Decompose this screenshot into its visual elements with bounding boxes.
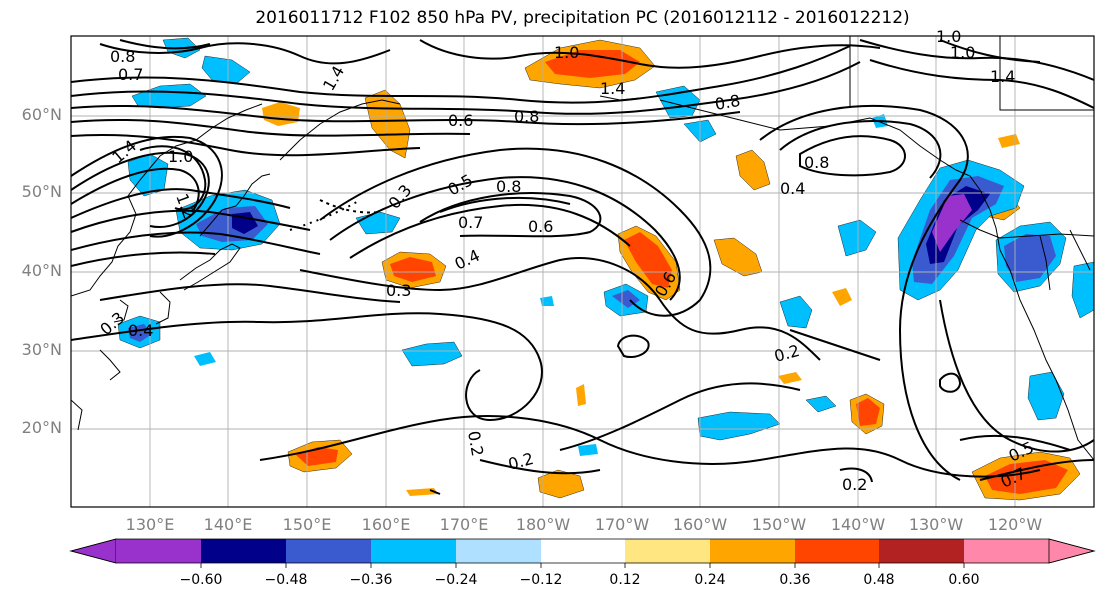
contour-label: 0.8 [110, 47, 135, 66]
colorbar-bin [201, 539, 286, 563]
contour-label: 0.3 [386, 281, 411, 300]
lat-label: 50°N [21, 182, 62, 201]
lon-label: 130°E [125, 515, 175, 534]
colorbar-tick-label: 0.48 [863, 572, 895, 588]
contour-label: 1.0 [168, 147, 193, 166]
contour-label: 0.4 [128, 321, 153, 340]
contour-label: 0.3 [385, 181, 416, 213]
precip-negative [117, 37, 1094, 456]
colorbar [69, 538, 1096, 568]
colorbar-extend-high [1048, 538, 1096, 564]
lon-label: 140°E [203, 515, 253, 534]
lon-label: 160°E [361, 515, 411, 534]
colorbar-tick-label: −0.12 [519, 572, 563, 588]
colorbar-tick-label: −0.60 [179, 572, 223, 588]
contour-label: 1.0 [554, 43, 579, 62]
lon-label: 150°W [751, 515, 807, 534]
colorbar-bin [879, 539, 964, 563]
contour-label: 0.2 [772, 341, 802, 366]
colorbar-bin [116, 539, 201, 563]
lon-label: 150°E [282, 515, 332, 534]
colorbar-bin [541, 539, 625, 563]
colorbar-tick-label: −0.36 [349, 572, 393, 588]
colorbar-tick-label: 0.12 [609, 572, 641, 588]
contour-label: 0.7 [118, 65, 143, 84]
lon-label: 170°W [594, 515, 650, 534]
coastlines [71, 36, 1094, 495]
contour-label: 0.6 [448, 111, 473, 130]
colorbar-tick-label: −0.48 [264, 572, 308, 588]
contour-label: 1.4 [600, 79, 625, 98]
colorbar-bin [371, 539, 456, 563]
colorbar-tick-label: 0.60 [948, 572, 980, 588]
contour-label: 1.0 [950, 43, 975, 62]
lon-label: 180°W [515, 515, 571, 534]
contour-label: 0.2 [464, 429, 487, 457]
lat-label: 40°N [21, 261, 62, 280]
contour-label: 1.4 [990, 67, 1015, 86]
colorbar-tick-label: 0.36 [779, 572, 811, 588]
contour-label: 0.8 [713, 91, 741, 114]
map-title: 2016011712 F102 850 hPa PV, precipitatio… [255, 8, 910, 28]
colorbar-extend-low [69, 538, 117, 564]
lat-label: 30°N [21, 340, 62, 359]
contour-label: 0.7 [458, 213, 483, 232]
lon-label: 140°W [830, 515, 886, 534]
contour-label: 0.8 [514, 107, 539, 126]
colorbar-bin [795, 539, 879, 563]
contour-label: 0.4 [452, 246, 483, 274]
contour-labels: 0.8 0.7 1.4 1.0 1.2 1.0 1.4 1.4 1.0 0.6 … [96, 27, 1036, 494]
contour-label: 0.8 [496, 177, 521, 196]
lon-label: 160°W [672, 515, 728, 534]
colorbar-bin [710, 539, 795, 563]
lat-label: 20°N [21, 418, 62, 437]
map-frame [70, 35, 1095, 508]
lon-label: 120°W [987, 515, 1043, 534]
colorbar-bin [625, 539, 710, 563]
lon-label: 170°E [439, 515, 489, 534]
colorbar-bin [964, 539, 1049, 563]
colorbar-tick-label: −0.24 [434, 572, 478, 588]
contour-label: 1.4 [319, 62, 348, 94]
colorbar-bin [456, 539, 541, 563]
colorbar-bin [286, 539, 371, 563]
colorbar-tick-label: 0.24 [694, 572, 726, 588]
contour-label: 0.4 [780, 179, 805, 198]
contour-label: 0.5 [445, 170, 477, 199]
contour-label: 0.8 [804, 153, 829, 172]
contour-label: 0.6 [528, 217, 553, 236]
lon-label: 130°W [908, 515, 964, 534]
lat-label: 60°N [21, 105, 62, 124]
contour-label: 0.2 [842, 475, 867, 494]
